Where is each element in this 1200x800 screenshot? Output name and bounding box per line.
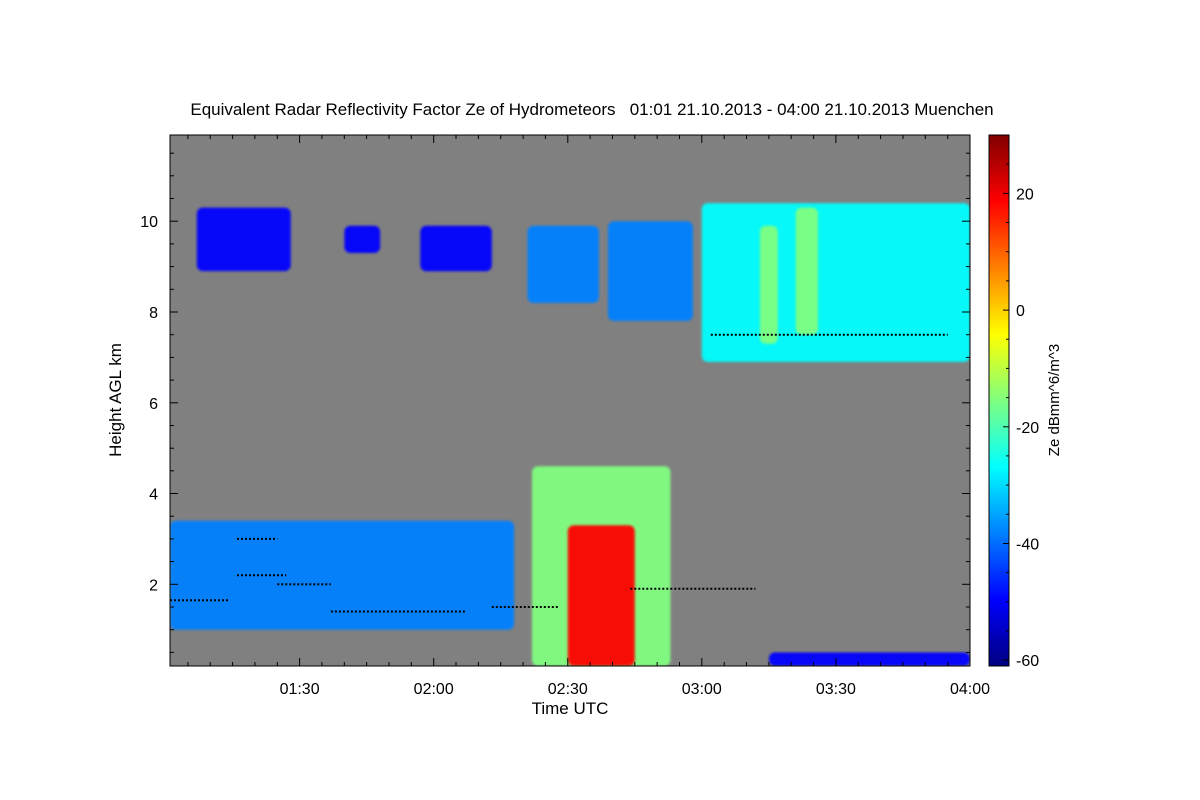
colorbar-tick-label: -40 [1016, 537, 1039, 554]
echo-layer [170, 203, 970, 666]
echo-region [795, 207, 818, 335]
echo-region [768, 652, 970, 666]
echo-region [344, 225, 381, 253]
echo-region [527, 225, 599, 303]
colorbar-label: Ze dBmm^6/m^3 [1046, 344, 1063, 456]
x-tick-label: 02:30 [548, 681, 588, 698]
x-tick-label: 03:30 [816, 681, 856, 698]
colorbar-tick-label: -60 [1016, 653, 1039, 670]
echo-region [170, 520, 515, 630]
plot-frame [169, 134, 971, 667]
echo-region [608, 221, 693, 321]
colorbar-tick-label: 0 [1016, 303, 1025, 320]
y-tick-label: 10 [140, 214, 158, 231]
y-axis: 2 4 6 8 10 [140, 152, 970, 653]
colorbar-axis: 20 0 -20 -40 -60 [1003, 134, 1039, 670]
y-tick-label: 8 [149, 305, 158, 322]
x-tick-label: 02:00 [414, 681, 454, 698]
chart-title: Equivalent Radar Reflectivity Factor Ze … [190, 100, 993, 119]
echo-region [701, 203, 970, 362]
echo-region [420, 225, 492, 272]
x-tick-label: 03:00 [682, 681, 722, 698]
y-tick-label: 4 [149, 487, 158, 504]
colorbar-tick-label: -20 [1016, 420, 1039, 437]
y-axis-label: Height AGL km [106, 343, 125, 457]
x-axis: 01:30 02:00 02:30 03:00 03:30 04:00 [187, 135, 990, 698]
y-tick-label: 2 [149, 577, 158, 594]
x-axis-label: Time UTC [532, 699, 609, 718]
echo-region [196, 207, 291, 272]
x-tick-label: 01:30 [280, 681, 320, 698]
colorbar [988, 134, 1010, 667]
cloud-base-layer [170, 333, 948, 613]
y-tick-label: 6 [149, 396, 158, 413]
echo-region [567, 525, 635, 666]
x-tick-label: 04:00 [950, 681, 990, 698]
echo-region [759, 225, 778, 344]
colorbar-tick-label: 20 [1016, 186, 1034, 203]
